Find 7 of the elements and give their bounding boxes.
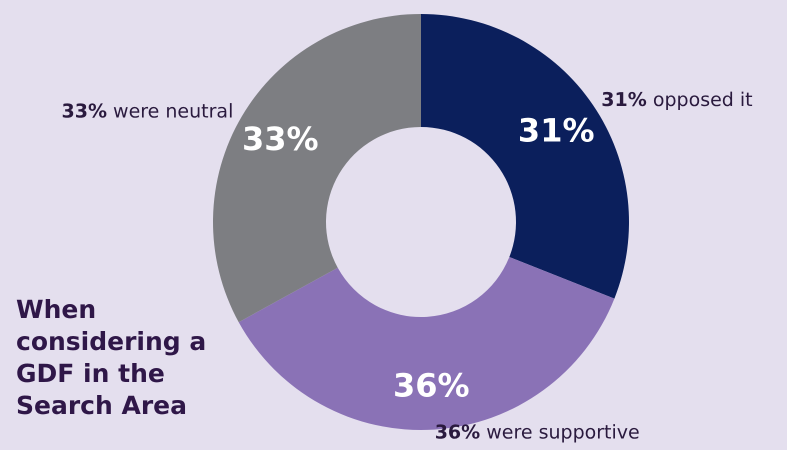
data-label: 33% — [242, 120, 319, 158]
data-label: 36% — [392, 366, 470, 404]
text: When considering a GDF in the Search Area — [16, 295, 206, 420]
slice-label: 33% were neutral — [62, 100, 234, 123]
slice-label: 36% were supportive — [434, 422, 640, 444]
data-label: 31% — [518, 111, 595, 150]
slice-label: 31% opposed it — [601, 89, 753, 112]
